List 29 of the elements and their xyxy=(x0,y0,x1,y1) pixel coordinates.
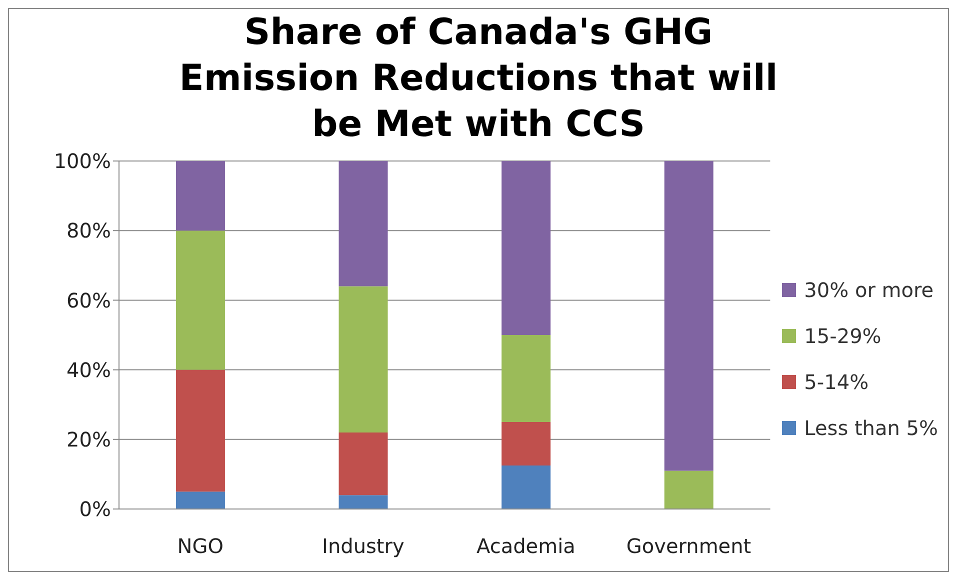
bar xyxy=(502,422,551,466)
legend-label: 5-14% xyxy=(804,370,869,394)
y-tick-label: 60% xyxy=(66,288,111,312)
y-tick-label: 20% xyxy=(66,428,111,452)
bar xyxy=(176,370,225,492)
y-tick-label: 0% xyxy=(79,497,111,522)
bar xyxy=(338,286,388,432)
bar xyxy=(502,335,551,422)
legend-label: Less than 5% xyxy=(804,416,938,440)
x-tick-label: NGO xyxy=(177,534,224,558)
bar xyxy=(176,161,225,231)
y-tick-label: 40% xyxy=(66,358,111,382)
bar xyxy=(664,161,714,471)
x-tick-label: Industry xyxy=(322,534,404,558)
bar xyxy=(176,230,225,370)
x-tick-label: Government xyxy=(626,534,752,558)
bar xyxy=(338,495,388,509)
bar xyxy=(176,492,225,509)
x-tick-label: Academia xyxy=(476,534,576,558)
chart-title: Share of Canada's GHG Emission Reductions that will be Met with CCS xyxy=(178,11,779,147)
bar xyxy=(502,161,551,335)
bar xyxy=(502,466,551,509)
bar xyxy=(338,432,388,496)
y-tick-label: 80% xyxy=(66,218,111,243)
legend-label: 15-29% xyxy=(804,324,882,348)
bar xyxy=(664,470,714,509)
bar xyxy=(338,161,388,286)
legend-label: 30% or more xyxy=(804,278,934,302)
y-tick-label: 100% xyxy=(54,149,111,174)
